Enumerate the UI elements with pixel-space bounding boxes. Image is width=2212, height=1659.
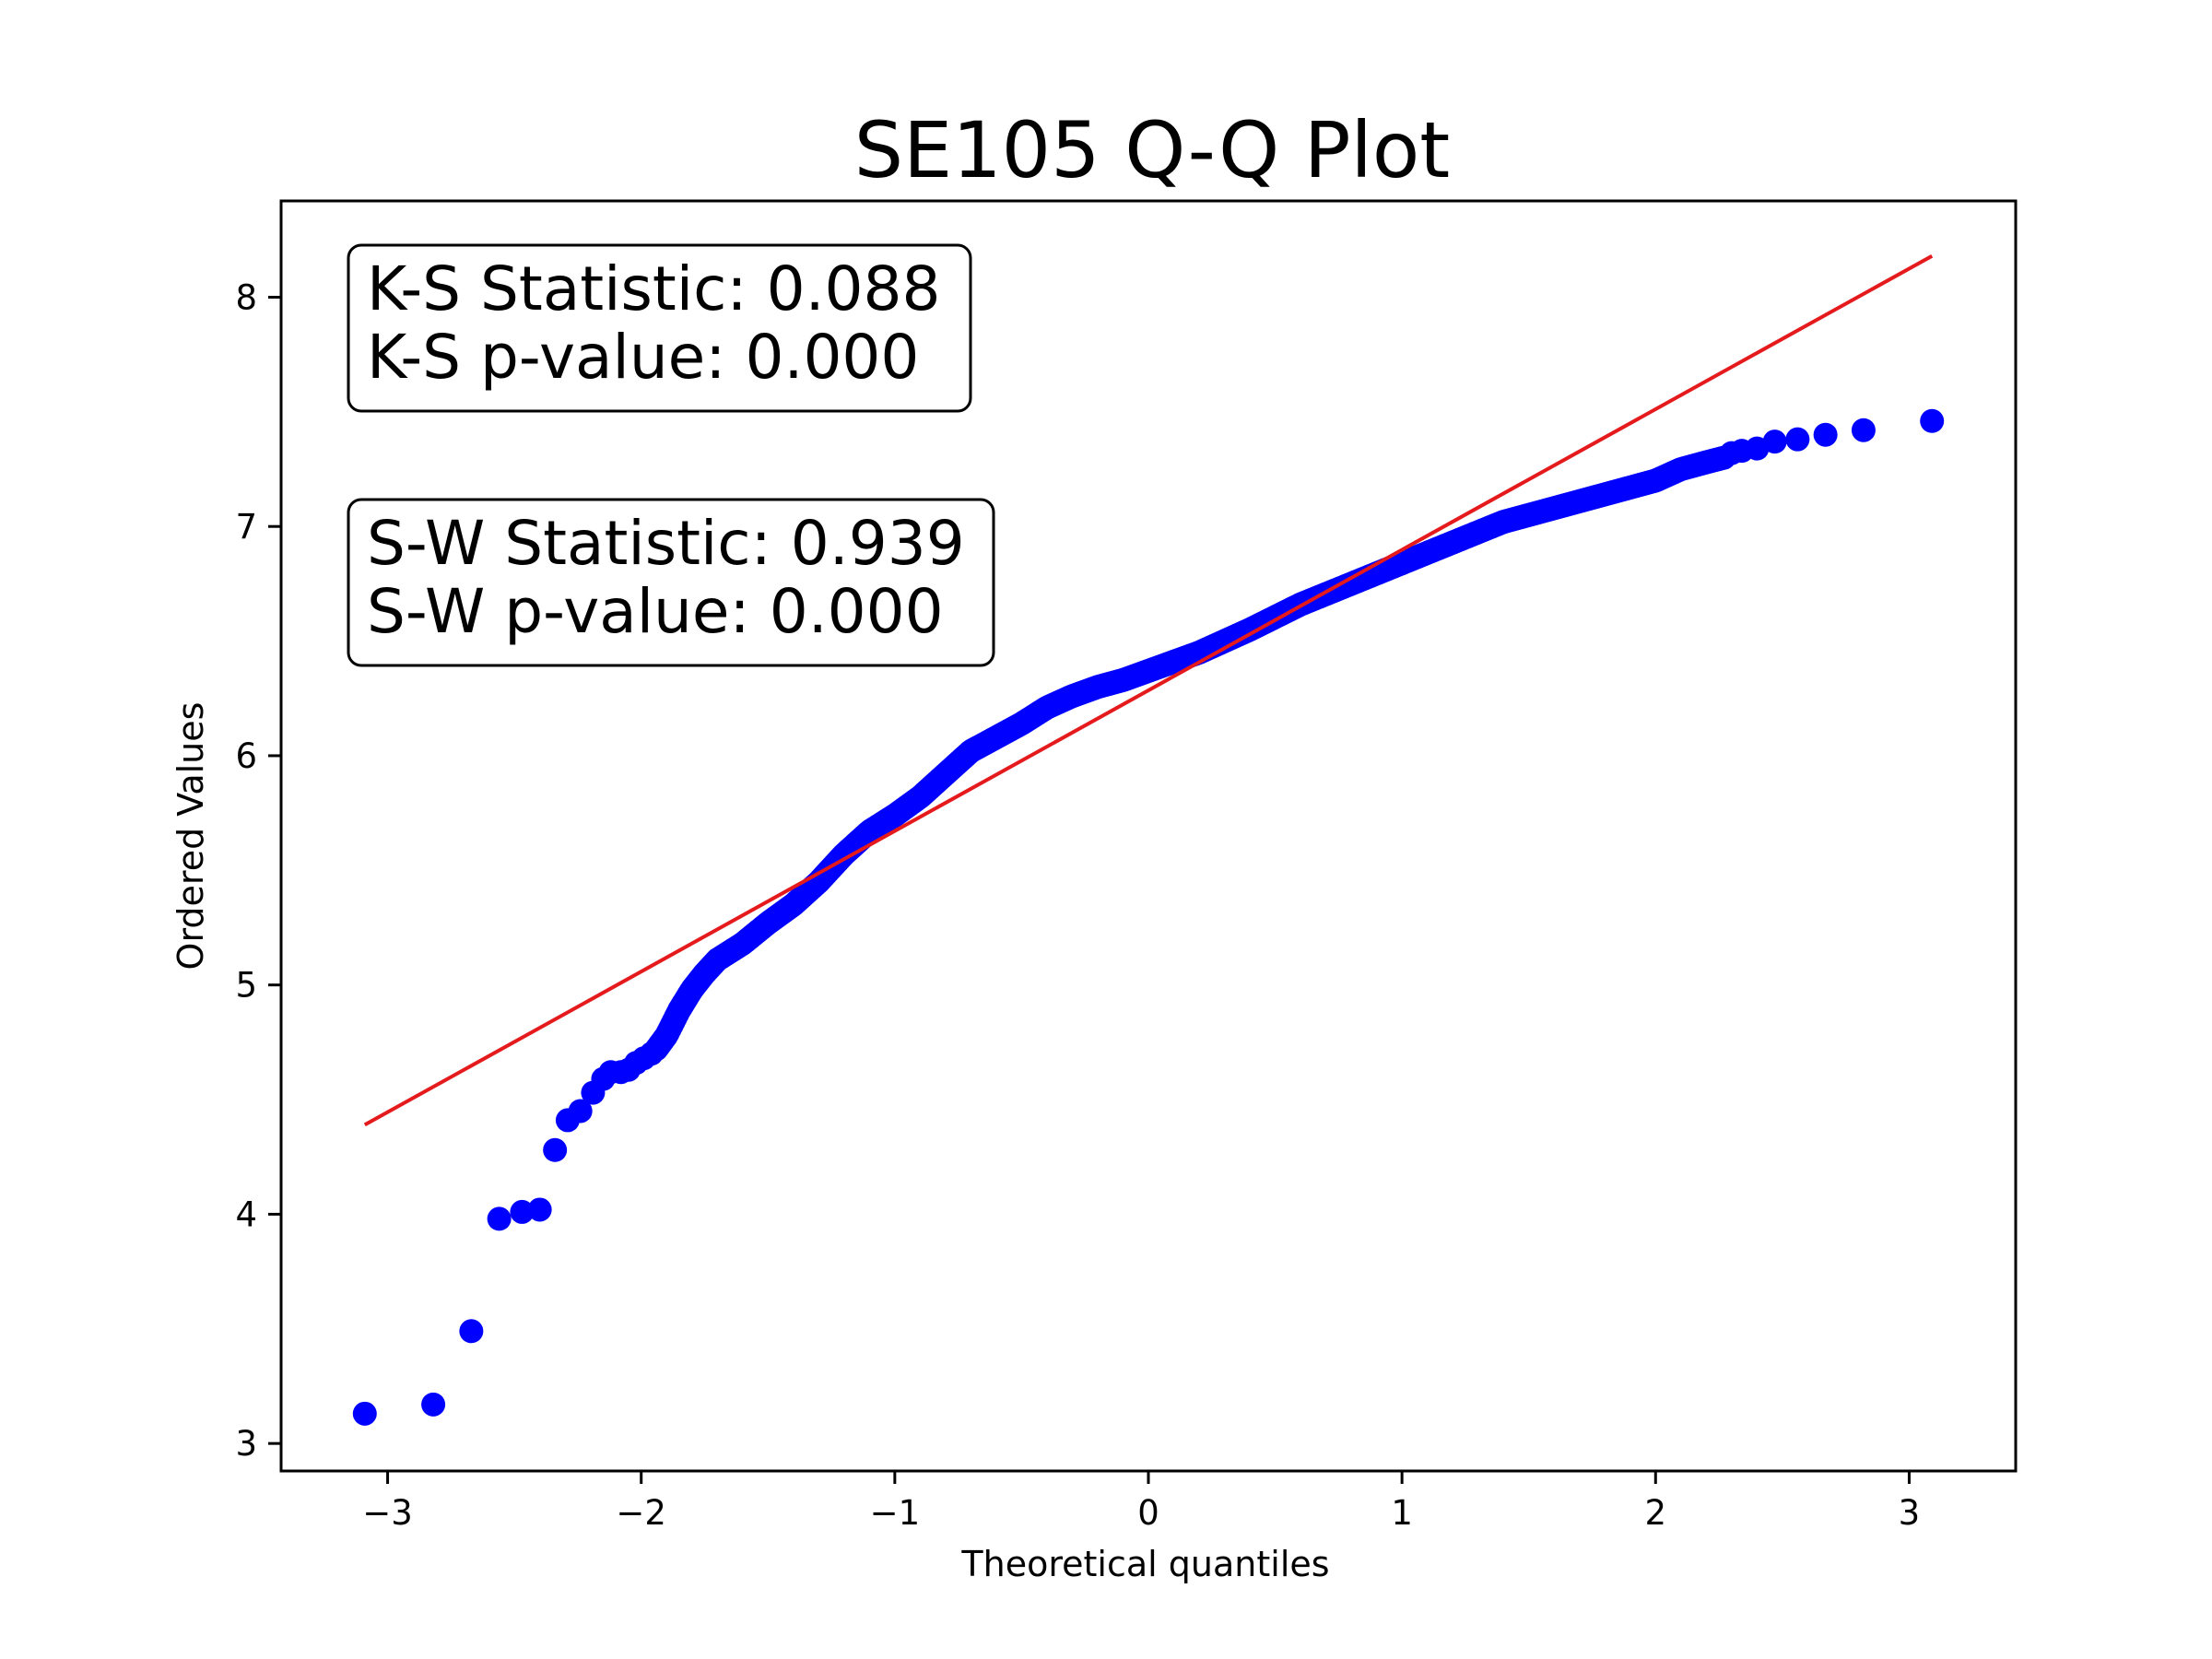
- y-tick-label: 3: [235, 1424, 257, 1464]
- x-tick-label: −3: [362, 1493, 413, 1533]
- y-tick-label: 4: [235, 1194, 257, 1234]
- data-point: [1785, 427, 1810, 452]
- data-point: [510, 1199, 535, 1224]
- x-tick-label: −2: [616, 1493, 666, 1533]
- y-tick-label: 5: [235, 966, 257, 1006]
- data-point: [1920, 408, 1945, 433]
- sw-pvalue-text: S-W p-value: 0.000: [367, 576, 944, 647]
- x-tick-label: 3: [1899, 1493, 1921, 1533]
- data-points: [352, 408, 1945, 1426]
- sw-statistic-text: S-W Statistic: 0.939: [367, 508, 965, 579]
- data-point: [568, 1099, 593, 1124]
- sw-stats-box: [347, 498, 995, 667]
- data-point: [1813, 422, 1838, 447]
- ks-stats-box: [347, 243, 972, 413]
- x-tick-label: 1: [1391, 1493, 1413, 1533]
- y-tick-label: 7: [235, 507, 257, 547]
- x-tick-label: −1: [870, 1493, 921, 1533]
- data-point: [1762, 429, 1787, 454]
- ks-pvalue-text: K-S p-value: 0.000: [367, 322, 919, 393]
- data-point: [487, 1206, 512, 1231]
- x-tick-label: 0: [1137, 1493, 1159, 1533]
- axis-ticks: −3 −2 −1 0 1 2 3 3 4 5 6 7 8: [235, 277, 1920, 1533]
- ks-statistic-text: K-S Statistic: 0.088: [367, 253, 941, 324]
- x-tick-label: 2: [1645, 1493, 1667, 1533]
- plot-area-frame: [279, 199, 2018, 1473]
- data-point: [459, 1319, 484, 1344]
- data-point: [1851, 418, 1876, 442]
- x-axis-label: Theoretical quantiles: [960, 1544, 1329, 1584]
- y-tick-label: 8: [235, 277, 257, 317]
- data-point: [543, 1137, 568, 1162]
- chart-title: SE105 Q-Q Plot: [854, 105, 1450, 195]
- data-point: [421, 1392, 446, 1417]
- y-tick-label: 6: [235, 736, 257, 776]
- data-point: [639, 1041, 664, 1066]
- data-point: [527, 1197, 552, 1222]
- y-axis-label: Ordered Values: [171, 702, 211, 971]
- data-point: [352, 1401, 377, 1426]
- reference-line: [363, 253, 1934, 1127]
